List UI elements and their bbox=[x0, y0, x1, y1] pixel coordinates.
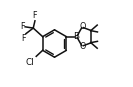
Text: O: O bbox=[79, 42, 86, 51]
Text: B: B bbox=[73, 32, 79, 41]
Text: Cl: Cl bbox=[26, 58, 35, 67]
Text: F: F bbox=[20, 22, 25, 31]
Text: F: F bbox=[33, 11, 37, 20]
Text: F: F bbox=[21, 34, 26, 43]
Text: O: O bbox=[79, 22, 86, 31]
